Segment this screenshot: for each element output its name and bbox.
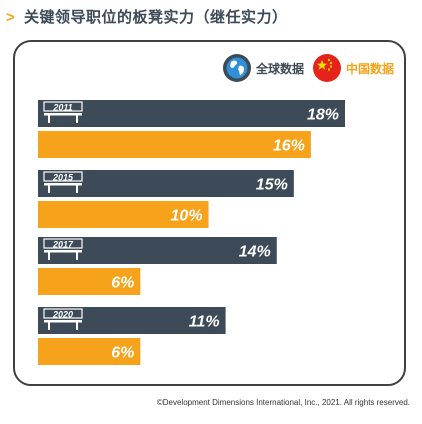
legend-label-global: 全球数据: [255, 61, 304, 76]
legend-label-china: 中国数据: [345, 61, 394, 76]
bench-icon: [43, 101, 83, 123]
legend-item-china: 中国数据: [312, 53, 394, 83]
data-label-2011-series-1: 16%: [273, 138, 305, 155]
year-label-2020: 2020: [52, 310, 73, 320]
year-label-2011: 2011: [52, 103, 72, 113]
chart-title-row: > 关键领导职位的板凳实力（继任实力）: [6, 8, 288, 28]
chart-card: [13, 40, 406, 386]
bench-icon: [43, 171, 83, 193]
bench-icon: [43, 308, 83, 330]
bench-icon: [43, 238, 83, 260]
year-label-2015: 2015: [52, 173, 74, 183]
data-label-2020-series-0: 11%: [189, 314, 220, 331]
bar-2011-series-0: [38, 100, 345, 127]
data-label-2011-series-0: 18%: [307, 107, 339, 124]
data-label-2017-series-0: 14%: [239, 244, 271, 261]
globe-icon: [222, 54, 251, 82]
bar-2017-series-1: [38, 268, 141, 295]
data-label-2015-series-1: 10%: [171, 208, 203, 225]
china-flag-icon: [312, 54, 341, 82]
chevron-right-icon: >: [6, 9, 15, 26]
legend-item-global: 全球数据: [222, 53, 304, 83]
data-label-2020-series-1: 6%: [111, 345, 134, 362]
legend: 全球数据 中国数据: [214, 50, 394, 86]
chart-title: 关键领导职位的板凳实力（继任实力）: [24, 9, 288, 26]
bar-2011-series-1: [38, 131, 311, 158]
year-label-2017: 2017: [52, 240, 74, 250]
data-label-2017-series-1: 6%: [111, 275, 134, 292]
data-label-2015-series-0: 15%: [256, 177, 288, 194]
bar-2020-series-1: [38, 338, 141, 365]
copyright-text: ©Development Dimensions International, I…: [156, 398, 410, 407]
bar-2015-series-1: [38, 201, 209, 228]
